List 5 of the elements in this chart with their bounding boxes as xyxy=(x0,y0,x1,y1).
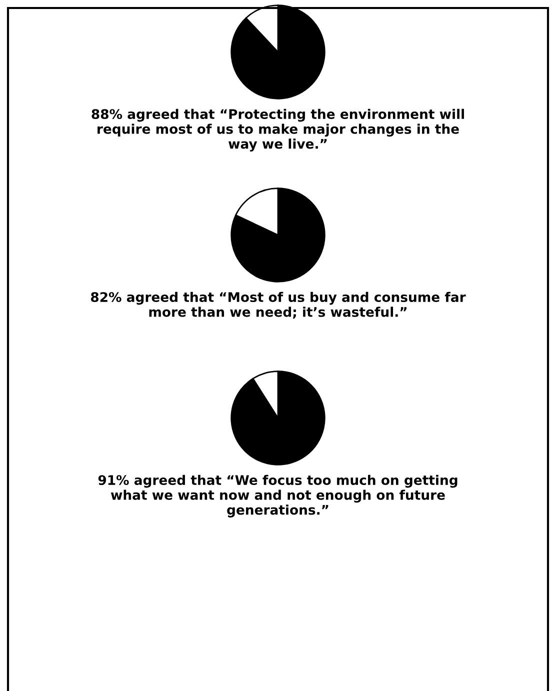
pie-slice xyxy=(230,188,326,282)
text: 91% agreed that “We focus too much on getting what we want now and not enough on future generations.” xyxy=(98,474,458,518)
pie-slice xyxy=(230,370,326,466)
text: 88% agreed that “Protecting the environment will require most of us to make major changes in the way we live.” xyxy=(92,108,464,152)
text: 82% agreed that “Most of us buy and consume far more than we need; it’s wasteful.” xyxy=(90,292,466,319)
